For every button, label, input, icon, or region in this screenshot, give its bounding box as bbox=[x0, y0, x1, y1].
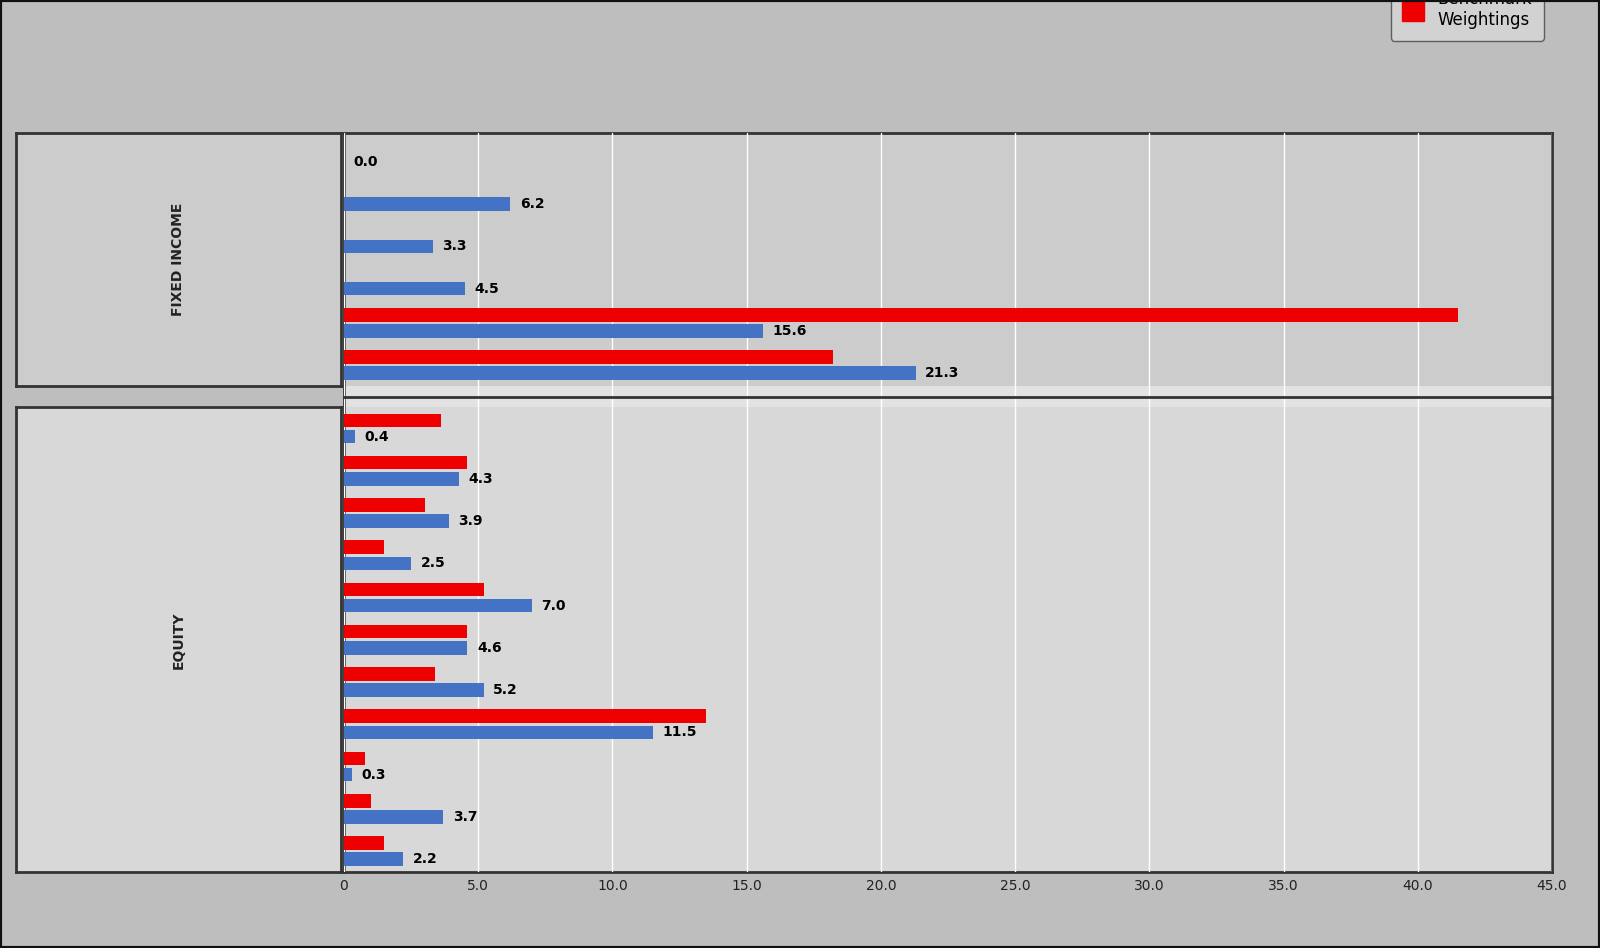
Bar bbox=[344, 133, 1552, 386]
Bar bbox=[344, 408, 1552, 872]
Bar bbox=[344, 351, 832, 364]
Text: 4.3: 4.3 bbox=[469, 472, 493, 485]
Legend: Benchmark
Weightings: Benchmark Weightings bbox=[1390, 0, 1544, 41]
Bar bbox=[344, 197, 510, 210]
Text: FIXED INCOME: FIXED INCOME bbox=[171, 203, 186, 317]
Bar bbox=[344, 852, 403, 866]
Bar bbox=[344, 514, 448, 528]
Text: 3.3: 3.3 bbox=[442, 240, 467, 253]
Bar bbox=[344, 540, 384, 554]
Bar bbox=[344, 456, 467, 469]
Bar bbox=[344, 599, 531, 612]
Text: 0.3: 0.3 bbox=[362, 768, 386, 781]
Bar bbox=[344, 810, 443, 824]
Text: EQUITY: EQUITY bbox=[171, 611, 186, 668]
Text: 2.5: 2.5 bbox=[421, 556, 445, 571]
Text: 4.6: 4.6 bbox=[477, 641, 501, 655]
Bar bbox=[344, 752, 365, 765]
Bar bbox=[344, 725, 653, 739]
Bar bbox=[344, 499, 424, 512]
Bar bbox=[344, 768, 352, 781]
Text: 0.4: 0.4 bbox=[365, 429, 389, 444]
Bar bbox=[344, 366, 915, 380]
Bar bbox=[344, 641, 467, 654]
Bar bbox=[344, 308, 1458, 321]
Text: 6.2: 6.2 bbox=[520, 197, 544, 211]
Text: 21.3: 21.3 bbox=[925, 366, 960, 380]
Text: 0.0: 0.0 bbox=[354, 155, 378, 169]
Text: 3.7: 3.7 bbox=[453, 810, 477, 824]
Bar bbox=[344, 709, 707, 723]
Text: 2.2: 2.2 bbox=[413, 852, 437, 866]
Bar bbox=[344, 472, 459, 485]
Text: 4.5: 4.5 bbox=[474, 282, 499, 296]
Bar bbox=[344, 282, 466, 296]
Text: 7.0: 7.0 bbox=[541, 598, 566, 612]
Bar bbox=[344, 794, 371, 808]
Text: 15.6: 15.6 bbox=[773, 324, 806, 337]
Text: 3.9: 3.9 bbox=[458, 514, 483, 528]
Bar bbox=[344, 684, 483, 697]
Bar bbox=[344, 667, 435, 681]
Bar bbox=[344, 625, 467, 639]
Bar bbox=[344, 556, 411, 570]
Bar bbox=[344, 240, 432, 253]
Bar bbox=[344, 324, 763, 337]
Bar bbox=[344, 583, 483, 596]
Bar bbox=[344, 836, 384, 849]
Text: 11.5: 11.5 bbox=[662, 725, 696, 739]
Text: 5.2: 5.2 bbox=[493, 684, 518, 697]
Bar bbox=[344, 429, 355, 444]
Bar bbox=[344, 413, 440, 428]
